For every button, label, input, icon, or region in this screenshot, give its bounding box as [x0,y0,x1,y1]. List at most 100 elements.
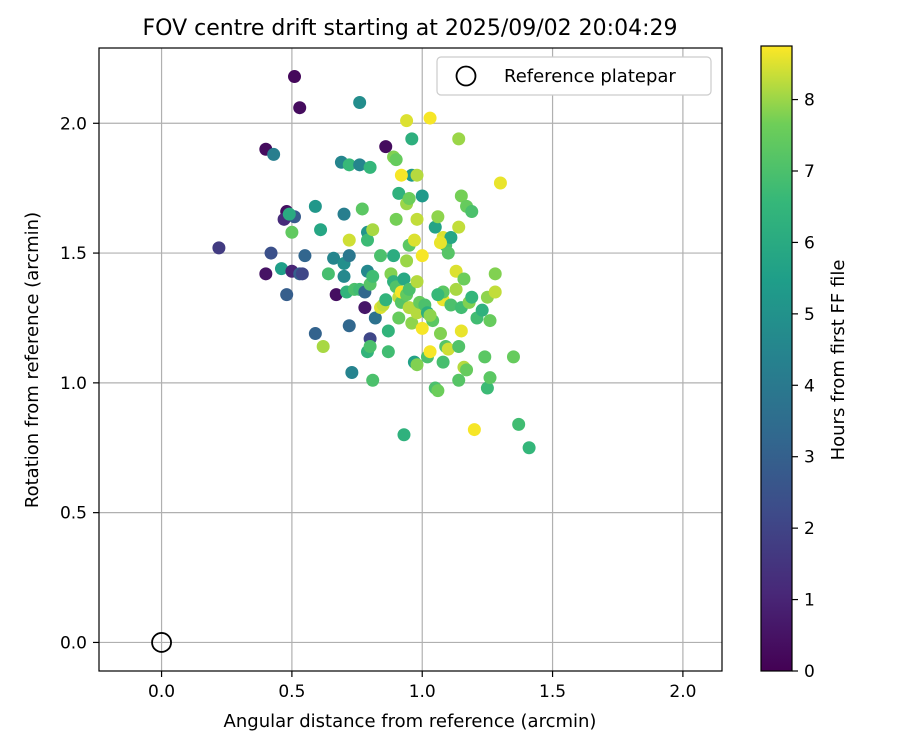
scatter-point [405,132,419,146]
colorbar-tick-label: 4 [804,376,815,396]
scatter-point [483,371,497,385]
scatter-point [355,202,369,216]
plot-frame [98,47,723,672]
scatter-point [280,288,294,302]
scatter-point [423,345,437,359]
scatter-point [379,140,393,154]
scatter-point [379,293,393,307]
scatter-point [316,340,330,354]
reference-point-marker [151,632,172,653]
scatter-point [363,340,377,354]
x-tick-label: 0.0 [148,682,175,702]
scatter-point [366,373,380,387]
legend-box [436,56,712,96]
scatter-point [285,225,299,239]
scatter-point [374,249,388,263]
scatter-point [441,246,455,260]
chart-title: FOV centre drift starting at 2025/09/02 … [143,16,678,41]
scatter-point [452,220,466,234]
scatter-point [397,272,411,286]
scatter-point [288,70,302,84]
colorbar-tick-label: 3 [804,448,815,468]
y-tick-label: 0.5 [60,504,87,524]
scatter-point [329,288,343,302]
scatter-point [389,212,403,226]
scatter-point [345,365,359,379]
scatter-point [423,308,437,322]
scatter-point [392,186,406,200]
scatter-point [506,350,520,364]
scatter-point [460,363,474,377]
scatter-point [402,192,416,206]
scatter-point [465,205,479,219]
scatter-point [415,249,429,263]
scatter-point [405,316,419,330]
scatter-point [512,417,526,431]
x-axis-label: Angular distance from reference (arcmin) [224,711,597,732]
legend-marker [455,65,477,87]
scatter-point [400,114,414,128]
scatter-point [410,275,424,289]
scatter-point [454,324,468,338]
scatter-point [368,311,382,325]
scatter-point [394,168,408,182]
colorbar-ticks: 0 1 2 3 4 5 6 7 8 [792,91,815,682]
scatter-point [363,160,377,174]
scatter-points [212,70,536,455]
scatter-point [415,321,429,335]
scatter-point [392,311,406,325]
scatter-point [389,153,403,167]
scatter-point [353,96,367,110]
scatter-point [452,373,466,387]
scatter-point [342,319,356,333]
scatter-point [314,223,328,237]
x-tick-label: 0.5 [278,682,305,702]
scatter-point [342,233,356,247]
scatter-point [397,428,411,442]
scatter-point [274,262,288,276]
x-tick-label: 1.5 [539,682,566,702]
scatter-point [298,249,312,263]
colorbar-tick-label: 2 [804,519,815,539]
scatter-point [337,269,351,283]
scatter-point [360,233,374,247]
colorbar-tick-label: 6 [804,233,815,253]
scatter-point [454,189,468,203]
scatter-point [480,381,494,395]
scatter-point [264,246,278,260]
scatter-point [475,303,489,317]
scatter-point [358,301,372,315]
y-tick-label: 1.0 [60,374,87,394]
scatter-point [342,249,356,263]
colorbar-tick-label: 7 [804,162,815,182]
scatter-point [452,132,466,146]
scatter-point [366,269,380,283]
x-tick-label: 1.0 [409,682,436,702]
scatter-point [431,384,445,398]
scatter-point [407,233,421,247]
scatter-point [449,282,463,296]
scatter-point [337,207,351,221]
scatter-point [381,345,395,359]
scatter-point [444,230,458,244]
scatter-point [327,251,341,265]
scatter-point [259,267,273,281]
scatter-point [212,241,226,255]
colorbar-label: Hours from first FF file [828,260,849,461]
y-tick-label: 2.0 [60,114,87,134]
scatter-point [488,267,502,281]
scatter-point [467,423,481,437]
scatter-point [415,189,429,203]
colorbar-tick-label: 1 [804,591,815,611]
y-tick-label: 1.5 [60,244,87,264]
legend: Reference platepar [436,56,712,96]
colorbar-tick-label: 8 [804,91,815,111]
scatter-point [400,254,414,268]
scatter-point [282,207,296,221]
scatter-point [433,236,447,250]
scatter-point [444,298,458,312]
scatter-point [488,285,502,299]
scatter-point [353,158,367,172]
y-axis-label: Rotation from reference (arcmin) [22,212,43,508]
scatter-point [428,220,442,234]
